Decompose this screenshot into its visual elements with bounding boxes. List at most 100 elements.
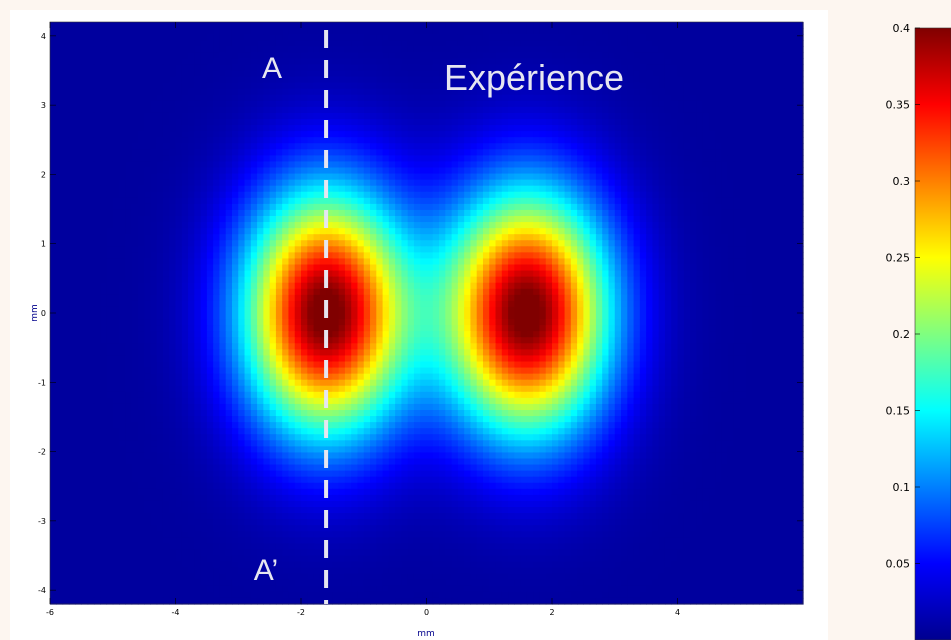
- heatmap-cell: [119, 270, 126, 278]
- heatmap-cell: [464, 209, 472, 217]
- heatmap-cell: [564, 70, 572, 78]
- heatmap-cell: [50, 203, 57, 211]
- heatmap-cell: [75, 28, 82, 35]
- heatmap-cell: [552, 264, 559, 272]
- heatmap-cell: [501, 137, 509, 144]
- heatmap-cell: [338, 82, 346, 90]
- heatmap-cell: [150, 197, 158, 205]
- heatmap-cell: [608, 100, 616, 108]
- heatmap-cell: [181, 185, 189, 193]
- heatmap-cell: [627, 131, 635, 138]
- heatmap-cell: [188, 167, 195, 175]
- heatmap-cell: [75, 112, 82, 120]
- heatmap-cell: [470, 137, 478, 144]
- heatmap-cell: [558, 179, 566, 187]
- heatmap-cell: [495, 173, 503, 181]
- heatmap-cell: [213, 40, 221, 47]
- heatmap-cell: [439, 34, 446, 41]
- heatmap-cell: [583, 131, 591, 138]
- heatmap-cell: [765, 240, 773, 247]
- heatmap-cell: [93, 52, 101, 59]
- heatmap-cell: [476, 76, 484, 84]
- heatmap-cell: [784, 185, 792, 193]
- heatmap-cell: [602, 234, 610, 241]
- heatmap-cell: [125, 161, 133, 169]
- heatmap-cell: [275, 64, 283, 72]
- heatmap-cell: [790, 82, 798, 90]
- heatmap-cell: [520, 52, 528, 59]
- heatmap-cell: [81, 58, 89, 66]
- heatmap-cell: [508, 228, 515, 235]
- heatmap-cell: [257, 234, 264, 241]
- heatmap-cell: [50, 58, 57, 66]
- heatmap-cell: [514, 119, 522, 126]
- heatmap-cell: [244, 64, 252, 72]
- heatmap-cell: [125, 34, 133, 41]
- heatmap-cell: [633, 252, 641, 260]
- heatmap-cell: [144, 58, 152, 66]
- heatmap-cell: [564, 106, 572, 114]
- heatmap-cell: [269, 222, 277, 229]
- heatmap-cell: [93, 94, 101, 102]
- heatmap-cell: [476, 125, 484, 132]
- heatmap-cell: [219, 28, 227, 35]
- heatmap-cell: [131, 149, 139, 156]
- heatmap-cell: [796, 119, 804, 126]
- heatmap-cell: [137, 252, 145, 260]
- heatmap-cell: [401, 167, 409, 175]
- heatmap-cell: [307, 112, 315, 120]
- heatmap-cell: [307, 64, 315, 72]
- heatmap-cell: [282, 155, 290, 163]
- heatmap-cell: [137, 228, 145, 235]
- heatmap-cell: [746, 149, 754, 156]
- heatmap-cell: [683, 185, 691, 193]
- heatmap-cell: [175, 58, 183, 66]
- heatmap-cell: [696, 185, 704, 193]
- heatmap-cell: [514, 137, 522, 144]
- heatmap-cell: [639, 106, 647, 114]
- heatmap-cell: [344, 131, 352, 138]
- heatmap-cell: [646, 191, 654, 199]
- heatmap-cell: [106, 112, 114, 120]
- heatmap-cell: [332, 197, 340, 205]
- heatmap-cell: [570, 149, 578, 156]
- heatmap-cell: [489, 197, 497, 205]
- heatmap-cell: [702, 246, 710, 253]
- heatmap-cell: [238, 155, 246, 163]
- heatmap-cell: [288, 264, 296, 272]
- heatmap-cell: [106, 246, 114, 253]
- heatmap-cell: [213, 143, 221, 150]
- heatmap-cell: [457, 112, 465, 120]
- heatmap-cell: [119, 94, 126, 102]
- heatmap-cell: [225, 197, 233, 205]
- heatmap-cell: [219, 222, 227, 229]
- heatmap-cell: [388, 58, 396, 66]
- heatmap-cell: [690, 40, 697, 47]
- heatmap-cell: [370, 270, 377, 278]
- heatmap-cell: [552, 40, 559, 47]
- heatmap-cell: [382, 197, 390, 205]
- heatmap-cell: [250, 58, 258, 66]
- heatmap-cell: [62, 46, 70, 53]
- heatmap-cell: [771, 125, 779, 132]
- heatmap-cell: [702, 252, 710, 260]
- heatmap-cell: [570, 40, 578, 47]
- heatmap-cell: [533, 246, 541, 253]
- heatmap-cell: [752, 209, 760, 217]
- heatmap-cell: [476, 149, 484, 156]
- heatmap-cell: [464, 34, 472, 41]
- heatmap-cell: [125, 58, 133, 66]
- heatmap-cell: [169, 173, 177, 181]
- heatmap-cell: [451, 22, 459, 29]
- heatmap-cell: [727, 240, 735, 247]
- heatmap-cell: [294, 222, 302, 229]
- heatmap-cell: [740, 167, 748, 175]
- heatmap-cell: [520, 82, 528, 90]
- heatmap-cell: [100, 94, 108, 102]
- heatmap-cell: [495, 209, 503, 217]
- heatmap-cell: [746, 40, 754, 47]
- heatmap-cell: [495, 70, 503, 78]
- heatmap-cell: [68, 228, 76, 235]
- heatmap-cell: [589, 258, 597, 266]
- heatmap-cell: [690, 185, 697, 193]
